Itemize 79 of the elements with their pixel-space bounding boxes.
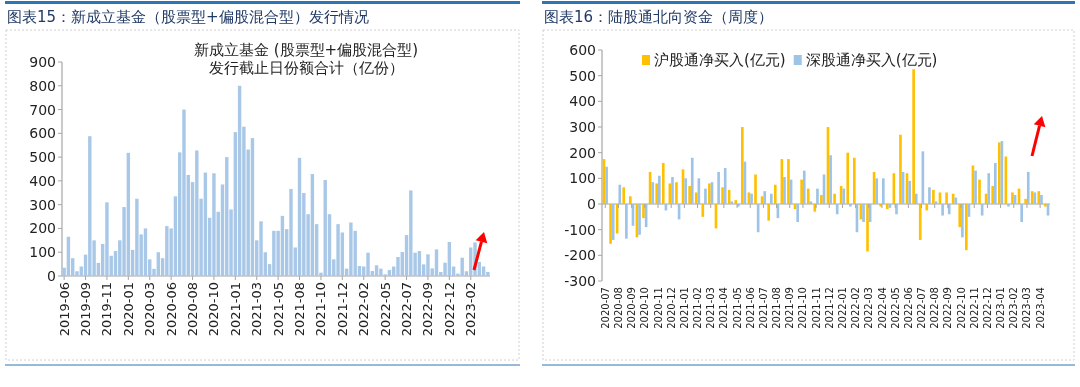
y-tick-label: 600 (29, 125, 56, 142)
x-tick-label: 2021-11 (810, 287, 822, 329)
x-tick-label: 2021-12 (823, 287, 835, 329)
x-tick-label: 2020-10 (206, 282, 222, 337)
legend-label: 深股通净买入(亿元) (805, 51, 938, 69)
x-tick-label: 2020-11 (652, 287, 664, 329)
y-tick-label: 900 (29, 54, 56, 70)
x-tick-label: 2020-09 (626, 287, 638, 329)
x-tick-label: 2021-04 (718, 287, 730, 329)
x-tick-label: 2020-06 (163, 282, 179, 337)
y-tick-label: 100 (29, 244, 56, 261)
x-tick-label: 2020-08 (612, 287, 624, 329)
chart-title: 图表16：陆股通北向资金（周度） (544, 8, 774, 26)
x-tick-label: 2019-09 (78, 282, 94, 337)
x-tick-label: 2019-06 (56, 282, 72, 337)
x-tick-label: 2022-03 (863, 287, 875, 329)
y-tick-label: 200 (29, 220, 56, 237)
y-tick-label: 400 (569, 93, 596, 110)
x-tick-label: 2023-03 (1021, 287, 1033, 329)
x-tick-label: 2022-07 (916, 287, 928, 329)
y-tick-label: -100 (564, 221, 596, 238)
x-tick-label: 2022-09 (942, 287, 954, 329)
x-tick-label: 2021-05 (270, 282, 286, 337)
x-tick-label: 2020-10 (639, 287, 651, 329)
y-tick-label: 0 (587, 196, 596, 212)
x-tick-label: 2022-07 (399, 282, 415, 337)
x-tick-label: 2021-12 (334, 282, 350, 337)
x-tick-label: 2021-07 (757, 287, 769, 329)
x-tick-label: 2022-12 (441, 282, 457, 337)
x-tick-label: 2022-04 (876, 287, 888, 329)
y-tick-label: 300 (569, 119, 596, 135)
x-tick-label: 2021-02 (692, 287, 704, 329)
x-tick-label: 2021-08 (771, 287, 783, 329)
x-tick-label: 2022-11 (968, 287, 980, 329)
x-tick-label: 2020-12 (665, 287, 677, 329)
y-tick-label: 300 (29, 196, 56, 213)
chart-subtitle: 新成立基金 (股票型+偏股混合型) 发行截止日份额合计（亿份） (193, 41, 419, 77)
x-tick-label: 2021-01 (227, 282, 243, 337)
x-tick-label: 2022-02 (850, 287, 862, 329)
x-tick-label: 2020-03 (142, 282, 158, 337)
x-tick-label: 2021-03 (705, 287, 717, 329)
y-tick-label: 600 (569, 42, 596, 58)
y-tick-label: 200 (569, 144, 596, 161)
x-tick-label: 2020-07 (599, 287, 611, 329)
y-tick-label: 400 (29, 172, 56, 189)
y-tick-label: 500 (569, 67, 596, 84)
y-tick-label: -300 (564, 273, 596, 289)
x-tick-label: 2022-02 (356, 282, 372, 337)
y-tick-label: 0 (47, 268, 56, 284)
x-tick-label: 2022-05 (377, 282, 393, 337)
x-tick-label: 2021-09 (784, 287, 796, 329)
y-tick-label: 100 (569, 170, 596, 187)
x-tick-label: 2020-08 (185, 282, 201, 337)
x-tick-label: 2023-04 (1034, 287, 1046, 329)
x-tick-label: 2021-01 (678, 287, 690, 329)
x-tick-label: 2020-01 (120, 282, 136, 337)
x-tick-label: 2022-06 (902, 287, 914, 329)
x-tick-label: 2022-09 (420, 282, 436, 337)
x-tick-label: 2021-03 (249, 282, 265, 337)
x-tick-label: 2022-12 (981, 287, 993, 329)
x-tick-label: 2023-02 (463, 282, 479, 337)
x-tick-label: 2022-10 (955, 287, 967, 329)
x-tick-label: 2019-11 (99, 282, 115, 337)
x-tick-label: 2022-01 (836, 287, 848, 329)
chart-title: 图表15：新成立基金（股票型+偏股混合型）发行情况 (7, 8, 369, 26)
x-tick-label: 2023-02 (1008, 287, 1020, 329)
x-tick-label: 2022-08 (929, 287, 941, 329)
x-tick-label: 2021-06 (744, 287, 756, 329)
y-tick-label: -200 (564, 247, 596, 264)
x-tick-label: 2021-10 (313, 282, 329, 337)
x-tick-label: 2022-05 (889, 287, 901, 329)
x-tick-label: 2021-08 (292, 282, 308, 337)
x-tick-label: 2021-05 (731, 287, 743, 329)
x-tick-label: 2023-01 (995, 287, 1007, 329)
y-tick-label: 800 (29, 77, 56, 94)
x-tick-label: 2021-10 (797, 287, 809, 329)
y-tick-label: 500 (29, 149, 56, 166)
legend-label: 沪股通净买入(亿元) (654, 51, 786, 69)
y-tick-label: 700 (29, 101, 56, 118)
